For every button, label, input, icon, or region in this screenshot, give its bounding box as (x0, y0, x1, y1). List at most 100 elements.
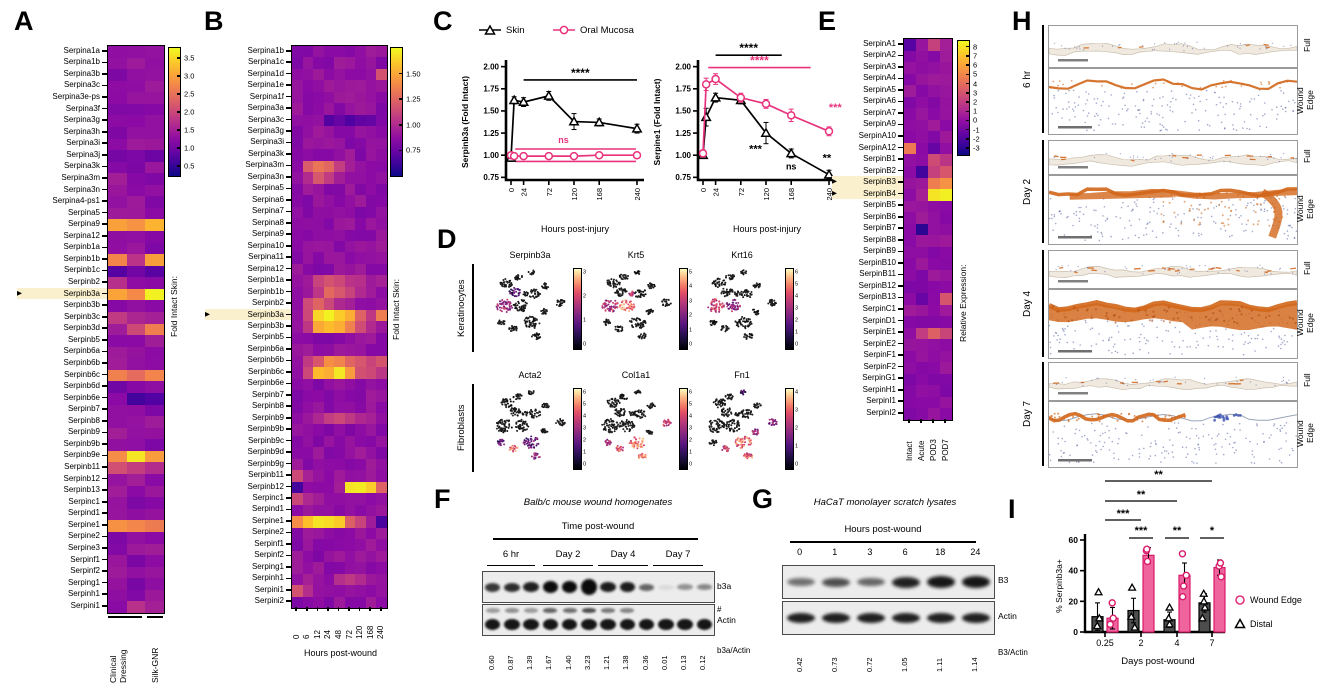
heatmap-cell (904, 223, 916, 236)
heatmap-cell (928, 119, 940, 132)
heatmap-cell (323, 378, 335, 391)
colorbar-tick (966, 101, 970, 103)
heatmap-cell (292, 355, 303, 368)
umap-colorbar: 6 5 4 3 2 1 0 (573, 388, 586, 470)
gene-row: SerpinB1 (832, 153, 903, 165)
heatmap-cell (355, 275, 366, 287)
x-tick (369, 607, 371, 611)
heatmap-cell (302, 493, 314, 505)
heatmap-cell (355, 539, 366, 551)
heatmap-cell (355, 378, 366, 391)
heatmap-cell (323, 332, 335, 345)
gene-label: SerpinA6 (863, 96, 896, 106)
heatmap-cell (334, 596, 345, 608)
gene-label: Serpina3a (247, 103, 284, 113)
heatmap-cell (126, 57, 146, 70)
umap-colorbar-tick-label: 1 (689, 326, 693, 333)
heatmap-cell (355, 126, 366, 138)
heatmap-cell (292, 390, 303, 402)
umap-colorbar-tick-label: 2 (689, 437, 693, 444)
heatmap-cell (334, 504, 345, 517)
umap-colorbar-tick-label: 2 (583, 293, 587, 300)
gene-row: Serpinb2 (205, 297, 291, 308)
heatmap-cell (904, 131, 916, 143)
heatmap-cell (928, 258, 940, 270)
heatmap-cell (145, 254, 164, 266)
gene-label: SerpinB12 (858, 280, 896, 290)
heatmap-cell (940, 269, 952, 282)
panel-e-colorbar: 8 7 6 5 4 3 2 1 0 -1 -2 -3 (957, 40, 980, 156)
heatmap-cell (323, 137, 335, 150)
protein-band (581, 579, 597, 595)
svg-text:1.75: 1.75 (675, 85, 691, 94)
gene-tick (286, 405, 291, 408)
heatmap-cell (302, 435, 314, 448)
gene-label: Serpinb9 (251, 412, 284, 422)
heatmap-cell (928, 396, 940, 409)
heatmap-cell (365, 114, 377, 127)
heatmap-cell (145, 80, 164, 93)
x-tick-label: Intact (904, 441, 914, 461)
heatmap-cell (376, 149, 387, 161)
heatmap-cell (313, 286, 324, 299)
x-tick (337, 607, 340, 611)
heatmap-cell (292, 68, 303, 81)
protein-band (696, 584, 713, 590)
lane-label: 24 (970, 547, 981, 557)
heatmap-cell (126, 277, 146, 289)
heatmap-cell (365, 321, 377, 333)
heatmap-cell (292, 298, 303, 310)
heatmap-cell (292, 206, 303, 219)
ratio-value: 0.01 (659, 655, 669, 670)
heatmap-cell (302, 149, 314, 161)
heatmap-cell (376, 413, 387, 425)
heatmap-cell (376, 527, 387, 540)
gene-tick (102, 373, 107, 376)
protein-band (581, 619, 597, 630)
heatmap-cell (344, 172, 356, 184)
gene-tick (898, 400, 903, 403)
heatmap-cell (916, 327, 928, 340)
gene-label: Serpinb3a (247, 309, 284, 319)
heatmap-cell (365, 286, 377, 299)
colorbar-tick-label: 1.5 (184, 125, 195, 135)
panel-h-row-bracket (1042, 140, 1044, 243)
gene-row: SerpinF2 (832, 361, 903, 373)
heatmap-cell (365, 390, 377, 402)
gene-row: ▶ Serpinb3a (17, 287, 107, 300)
heatmap-cell (376, 573, 387, 586)
panel-h-full-label: Full (1302, 373, 1312, 388)
heatmap-cell (126, 311, 146, 324)
heatmap-cell (355, 573, 366, 586)
gene-tick (102, 570, 107, 572)
heatmap-cell (355, 390, 366, 402)
gene-row: Serpinb11 (205, 469, 291, 480)
svg-text:1.25: 1.25 (675, 129, 691, 138)
gene-tick (286, 95, 291, 98)
svg-text:Serpinb3a (Fold Intact): Serpinb3a (Fold Intact) (460, 76, 470, 168)
gene-tick (286, 72, 291, 75)
gene-row: SerpinA3 (832, 61, 903, 73)
heatmap-cell (904, 189, 916, 201)
panel-g-axis-underline (790, 541, 976, 543)
heatmap-cell (292, 424, 303, 436)
heatmap-cell (126, 126, 146, 139)
heatmap-cell (334, 573, 345, 586)
heatmap-cell (904, 235, 916, 247)
heatmap-cell (108, 543, 127, 556)
heatmap-cell (313, 585, 324, 597)
colorbar-tick-label: 1 (973, 106, 978, 116)
panel-b-heatmap (291, 45, 388, 609)
heatmap-cell (940, 223, 952, 236)
umap-colorbar-tick-label: 1 (795, 443, 799, 450)
heatmap-cell (334, 91, 345, 104)
gene-row: Serpinb1c (17, 265, 107, 277)
heatmap-cell (334, 458, 345, 471)
heatmap-cell (126, 427, 146, 440)
svg-text:***: *** (749, 144, 763, 156)
gene-label: Serpina3g (247, 126, 284, 136)
panel-g-axis-label: Hours post-wound (844, 524, 922, 535)
svg-text:**: ** (823, 152, 832, 164)
gene-row: Serpinc1 (17, 496, 107, 508)
heatmap-cell (355, 286, 366, 299)
